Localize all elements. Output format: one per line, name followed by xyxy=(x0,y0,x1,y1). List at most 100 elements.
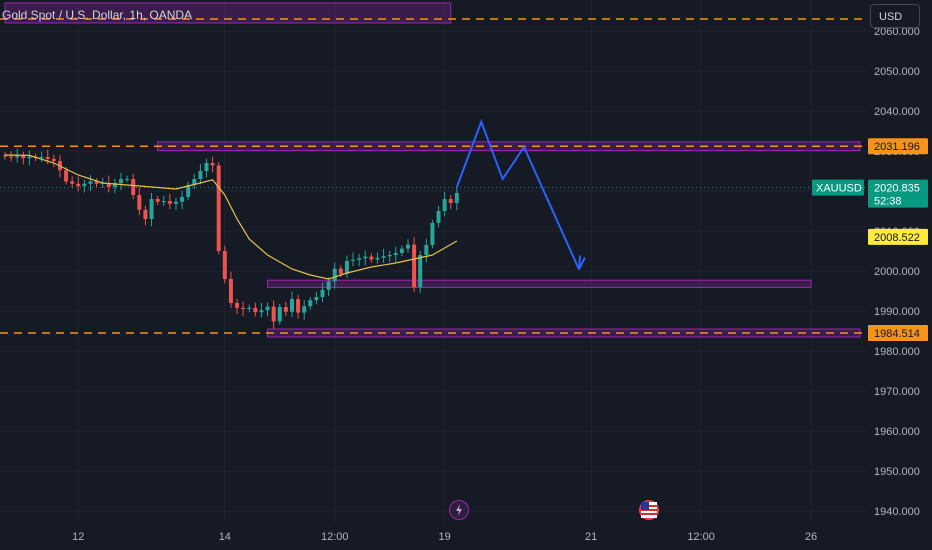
candle xyxy=(448,194,453,210)
candle-body xyxy=(137,195,142,210)
candle-body xyxy=(21,155,26,159)
candle xyxy=(357,254,362,266)
candle-body xyxy=(228,279,233,303)
candle xyxy=(387,250,392,263)
y-tick-label: 1990.000 xyxy=(874,306,920,318)
candle-body xyxy=(210,163,215,166)
symbol-tag-label: XAUUSD xyxy=(816,183,862,195)
candle xyxy=(21,151,26,165)
us-flag-icon[interactable] xyxy=(639,500,659,520)
candle xyxy=(204,158,209,178)
candle-body xyxy=(88,181,93,184)
candle xyxy=(289,291,294,317)
chart-title: Gold Spot / U.S. Dollar, 1h, OANDA xyxy=(2,8,193,22)
candle xyxy=(210,156,215,173)
y-tick-label: 2040.000 xyxy=(874,106,920,118)
candle xyxy=(131,173,136,200)
countdown-label: 52:38 xyxy=(874,196,902,208)
price-tag-background xyxy=(868,324,928,341)
candle xyxy=(314,291,319,305)
candle-body xyxy=(180,197,185,202)
candle-body xyxy=(216,165,221,251)
candle xyxy=(320,282,325,303)
y-tick-label: 1970.000 xyxy=(874,386,920,398)
candle-body xyxy=(247,307,252,309)
moving-average-line xyxy=(4,154,458,280)
symbol-tag-background xyxy=(812,179,864,196)
candle-body xyxy=(3,155,7,157)
candle-body xyxy=(45,157,50,159)
candle xyxy=(216,162,221,255)
candle xyxy=(424,238,429,263)
candle-body xyxy=(320,289,325,297)
candle xyxy=(442,191,447,217)
candle-body xyxy=(106,183,111,187)
y-tick-label: 2050.000 xyxy=(874,66,920,78)
candle xyxy=(94,178,99,187)
candle xyxy=(406,239,410,253)
candle xyxy=(167,193,172,209)
candle-body xyxy=(94,181,99,184)
candle xyxy=(363,250,368,266)
candle-body xyxy=(424,245,429,255)
candle-body xyxy=(119,179,124,183)
candle-body xyxy=(39,157,44,158)
price-tag-label: 2020.835 xyxy=(874,183,920,195)
candle-body xyxy=(369,256,374,260)
candle-body xyxy=(363,256,368,259)
candle xyxy=(119,172,124,191)
x-tick-label: 12:00 xyxy=(687,531,715,543)
x-tick-label: 12:00 xyxy=(321,531,349,543)
candle-body xyxy=(283,307,288,312)
candle-body xyxy=(222,251,227,279)
candle-body xyxy=(204,163,209,171)
currency-button[interactable]: USD xyxy=(870,4,920,28)
candle-body xyxy=(399,248,404,253)
candle-body xyxy=(198,171,203,179)
candle xyxy=(155,195,160,205)
candle xyxy=(82,179,87,193)
candle xyxy=(308,297,313,310)
candle xyxy=(283,301,288,316)
candle-body xyxy=(277,307,282,322)
candle xyxy=(235,298,240,314)
candle xyxy=(149,192,154,227)
y-tick-label: 2000.000 xyxy=(874,266,920,278)
y-tick-label: 1980.000 xyxy=(874,346,920,358)
candle xyxy=(302,300,307,320)
candle xyxy=(277,303,282,325)
candle-body xyxy=(344,261,349,274)
candle-body xyxy=(271,306,276,322)
candle-body xyxy=(161,201,166,202)
candles xyxy=(3,148,459,329)
price-tag-label: 2031.196 xyxy=(874,141,920,153)
candle xyxy=(143,205,148,226)
x-tick-label: 26 xyxy=(805,531,817,543)
price-tag-label: 2008.522 xyxy=(874,232,920,244)
price-tag-background xyxy=(868,179,928,208)
candle xyxy=(332,262,337,289)
candle xyxy=(436,205,441,228)
grid xyxy=(0,0,868,522)
candle-body xyxy=(143,209,148,219)
candle-body xyxy=(326,281,331,290)
candle-body xyxy=(381,256,386,258)
candle xyxy=(27,150,32,166)
candle-body xyxy=(430,223,435,245)
candle-body xyxy=(418,255,423,287)
lightning-icon[interactable] xyxy=(449,500,469,520)
candle-body xyxy=(76,183,81,187)
price-tag-background xyxy=(868,228,928,245)
candle-body xyxy=(112,183,117,187)
candle xyxy=(253,302,258,317)
candle xyxy=(125,175,130,183)
candle-body xyxy=(289,299,294,312)
price-tag: 1984.514 xyxy=(868,324,928,341)
candle-body xyxy=(9,156,14,158)
candle-body xyxy=(351,259,356,261)
zone-rectangle xyxy=(4,2,452,24)
candle-body xyxy=(308,300,313,307)
candle xyxy=(198,163,203,185)
